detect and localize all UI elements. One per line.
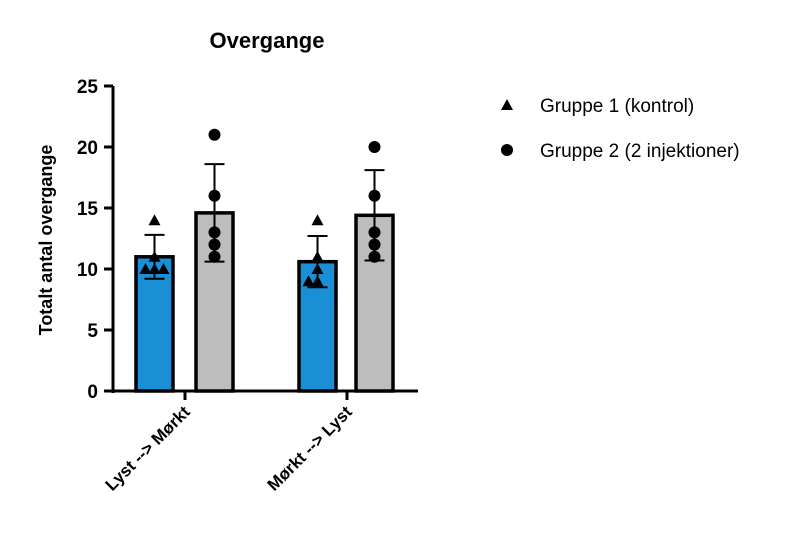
data-point xyxy=(368,238,381,251)
legend-marker-triangle xyxy=(501,99,513,110)
data-point xyxy=(368,189,381,202)
data-point xyxy=(302,275,315,287)
x-tick-label: Mørkt --> Lyst xyxy=(264,402,356,494)
y-tick-label: 0 xyxy=(87,382,98,403)
data-point xyxy=(148,214,161,226)
x-tick-label: Lyst --> Mørkt xyxy=(102,402,194,494)
data-point xyxy=(148,250,161,262)
data-point xyxy=(368,226,381,239)
y-tick-label: 25 xyxy=(77,77,99,98)
legend-label: Gruppe 2 (2 injektioner) xyxy=(540,141,740,162)
data-point xyxy=(311,263,324,274)
data-point xyxy=(368,250,381,263)
y-axis-label: Totalt antal overgange xyxy=(36,145,56,336)
data-point xyxy=(208,226,221,239)
data-point xyxy=(139,263,152,274)
data-point xyxy=(311,275,324,287)
y-tick-label: 15 xyxy=(77,199,99,220)
data-point xyxy=(311,214,324,226)
data-point xyxy=(208,128,221,141)
data-point xyxy=(208,189,221,202)
legend-label: Gruppe 1 (kontrol) xyxy=(540,96,694,117)
legend-marker-circle xyxy=(501,144,513,156)
data-point xyxy=(208,238,221,251)
data-point xyxy=(368,141,381,153)
y-tick-label: 10 xyxy=(77,260,98,281)
y-tick-label: 20 xyxy=(77,138,98,159)
data-point xyxy=(157,263,170,274)
data-point xyxy=(148,263,161,274)
chart-title: Overgange xyxy=(210,28,325,53)
y-tick-label: 5 xyxy=(87,321,98,342)
data-point xyxy=(208,250,221,263)
data-point xyxy=(311,250,324,262)
